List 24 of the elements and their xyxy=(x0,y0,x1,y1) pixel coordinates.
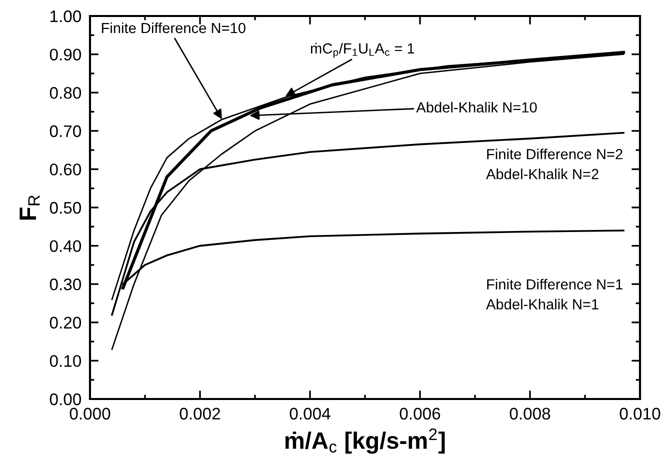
y-tick-label: 0.90 xyxy=(50,48,82,61)
y-tick-label: 0.60 xyxy=(50,164,82,176)
y-tick-label: 0.40 xyxy=(50,240,82,252)
annotation: Finite Difference N=1 Abdel-Khalik N=1 xyxy=(486,278,622,310)
x-tick-label: 0.000 xyxy=(70,408,110,420)
y-tick-label: 1.00 xyxy=(50,10,82,22)
x-tick-label: 0.010 xyxy=(620,408,660,420)
y-tick-label: 0.00 xyxy=(50,393,82,406)
x-tick-label: 0.004 xyxy=(290,408,330,420)
y-tick-label: 0.70 xyxy=(50,125,82,138)
x-tick-label: 0.008 xyxy=(510,408,550,420)
x-tick-label: 0.006 xyxy=(400,408,440,420)
y-tick-label: 0.80 xyxy=(50,87,82,99)
x-axis-title: ṁ/A$_{c}$ [kg/s-m$^{2}$] xyxy=(285,428,445,454)
x-tick-label: 0.002 xyxy=(180,408,220,420)
text: ṁC$_{p}$/F$_{1}$U$_{L}$A$_{c}$ = 1 xyxy=(310,42,414,58)
annotation: Abdel-Khalik N=10 xyxy=(416,102,537,113)
y-tick-label: 0.30 xyxy=(50,278,82,290)
y-axis-title: F$_{R}$ xyxy=(20,195,40,220)
y-tick-label: 0.10 xyxy=(50,355,82,367)
annotation: Finite Difference N=10 xyxy=(102,22,246,34)
y-tick-label: 0.50 xyxy=(50,202,82,214)
annotation: Finite Difference N=2 Abdel-Khalik N=2 xyxy=(486,148,622,180)
y-tick-label: 0.20 xyxy=(50,316,82,329)
